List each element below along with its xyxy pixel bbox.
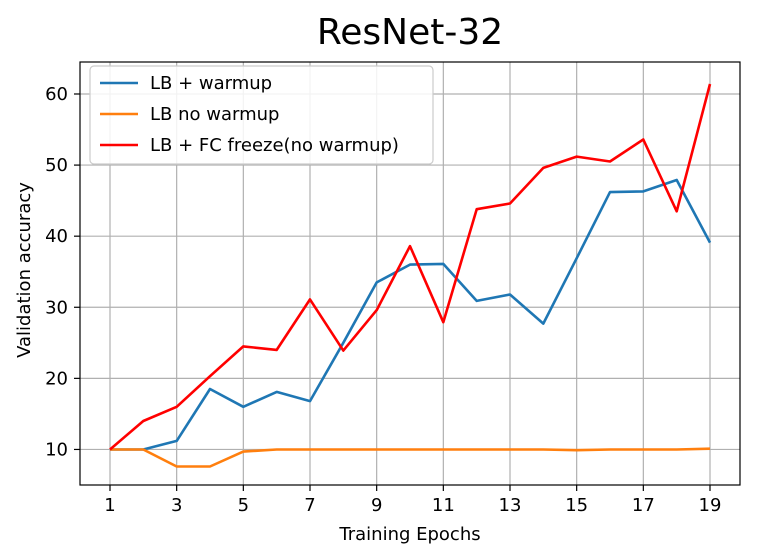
x-tick-label: 5 (238, 495, 249, 516)
y-tick-label: 60 (45, 84, 68, 105)
y-axis-ticks: 10 20 30 40 50 60 (45, 84, 80, 460)
x-tick-label: 19 (699, 495, 722, 516)
x-tick-label: 1 (104, 495, 115, 516)
x-tick-label: 11 (432, 495, 455, 516)
legend-label: LB no warmup (150, 104, 279, 125)
x-tick-label: 7 (304, 495, 315, 516)
series-line-lb-no-warmup (110, 447, 711, 468)
y-tick-label: 10 (45, 439, 68, 460)
y-axis-label: Validation accuracy (14, 182, 35, 358)
y-tick-label: 50 (45, 155, 68, 176)
y-tick-label: 40 (45, 226, 68, 247)
plot-frame (79, 61, 741, 486)
x-tick-label: 13 (499, 495, 522, 516)
x-axis-label: Training Epochs (338, 524, 480, 545)
y-tick-label: 30 (45, 297, 68, 318)
legend: LB + warmup LB no warmup LB + FC freeze(no… (89, 65, 434, 165)
series-line-lb-fc-freeze-no-warmup (109, 83, 712, 451)
series-lines (109, 83, 712, 468)
x-tick-label: 15 (565, 495, 588, 516)
legend-label: LB + warmup (150, 73, 272, 94)
x-axis-ticks: 1 3 5 7 9 11 13 15 17 19 (104, 485, 721, 516)
x-tick-label: 9 (371, 495, 382, 516)
series-line-lb-warmup (110, 178, 712, 451)
grid (80, 62, 740, 485)
legend-box (89, 65, 434, 165)
x-tick-label: 3 (171, 495, 182, 516)
y-tick-label: 20 (45, 368, 68, 389)
chart-title: ResNet-32 (317, 12, 503, 53)
legend-label: LB + FC freeze(no warmup) (150, 135, 399, 156)
x-tick-label: 17 (632, 495, 655, 516)
